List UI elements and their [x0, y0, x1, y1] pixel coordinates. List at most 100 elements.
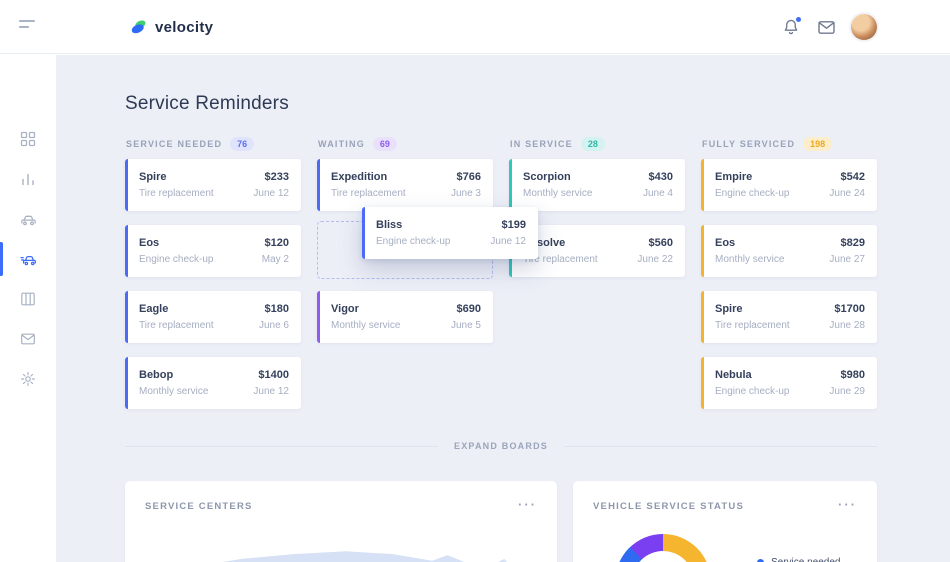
column-label: IN SERVICE — [510, 139, 573, 149]
expand-boards-button[interactable]: EXPAND BOARDS — [454, 441, 548, 451]
menu-toggle-icon[interactable] — [19, 20, 37, 34]
vehicle-name: Eos — [139, 236, 160, 249]
expand-boards-row: EXPAND BOARDS — [125, 441, 878, 451]
service-card[interactable]: Vigor $690 Monthly service June 5 — [317, 291, 493, 343]
column-count-badge: 76 — [230, 137, 255, 151]
notifications-bell-icon[interactable] — [781, 17, 801, 37]
due-date: June 12 — [490, 236, 526, 247]
service-price: $829 — [840, 236, 865, 249]
service-card[interactable]: Spire $233 Tire replacement June 12 — [125, 159, 301, 211]
legend-label: Service needed — [771, 557, 841, 562]
legend-color-dot — [757, 559, 764, 562]
service-type: Engine check-up — [139, 254, 214, 265]
kanban-board: SERVICE NEEDED 76 Spire $233 Tire replac… — [125, 137, 877, 423]
gear-icon — [21, 372, 35, 386]
app-logo[interactable]: velocity — [130, 0, 213, 54]
service-card[interactable]: Spire $1700 Tire replacement June 28 — [701, 291, 877, 343]
service-card[interactable]: Empire $542 Engine check-up June 24 — [701, 159, 877, 211]
usa-map-graphic — [223, 551, 507, 562]
column-fully-serviced: FULLY SERVICED 198 Empire $542 Engine ch… — [701, 137, 877, 423]
panel-title: VEHICLE SERVICE STATUS — [593, 501, 744, 512]
service-price: $120 — [264, 236, 289, 249]
column-service-needed: SERVICE NEEDED 76 Spire $233 Tire replac… — [125, 137, 301, 423]
vehicle-name: Scorpion — [523, 170, 571, 183]
service-type: Tire replacement — [139, 320, 214, 331]
service-type: Engine check-up — [376, 236, 451, 247]
service-price: $233 — [264, 170, 289, 183]
service-price: $560 — [648, 236, 673, 249]
service-card[interactable]: Bebop $1400 Monthly service June 12 — [125, 357, 301, 409]
service-card[interactable]: Nebula $980 Engine check-up June 29 — [701, 357, 877, 409]
sidebar-item-dashboard[interactable] — [0, 119, 56, 159]
service-card[interactable]: Eos $120 Engine check-up May 2 — [125, 225, 301, 277]
sidebar-item-analytics[interactable] — [0, 159, 56, 199]
service-card[interactable]: Expedition $766 Tire replacement June 3 — [317, 159, 493, 211]
car-service-icon — [19, 255, 36, 265]
due-date: June 5 — [450, 320, 481, 331]
vehicle-name: Eagle — [139, 302, 169, 315]
vehicle-name: Bebop — [139, 368, 174, 381]
service-type: Tire replacement — [715, 320, 790, 331]
column-count-badge: 198 — [803, 137, 833, 151]
vehicle-name: Spire — [139, 170, 167, 183]
service-type: Monthly service — [331, 320, 401, 331]
active-indicator — [0, 242, 3, 276]
service-type: Monthly service — [715, 254, 785, 265]
vehicle-name: Bliss — [376, 218, 403, 231]
grid-icon — [20, 131, 36, 147]
panel-title: SERVICE CENTERS — [145, 501, 253, 512]
divider-line — [125, 445, 439, 447]
dragging-service-card[interactable]: Bliss $199 Engine check-up June 12 — [362, 207, 538, 259]
due-date: June 6 — [258, 320, 289, 331]
service-type: Tire replacement — [523, 254, 598, 265]
sidebar-item-messages[interactable] — [0, 319, 56, 359]
service-type: Tire replacement — [139, 188, 214, 199]
kanban-columns-icon — [21, 292, 35, 306]
service-price: $980 — [840, 368, 865, 381]
due-date: June 12 — [253, 188, 289, 199]
logo-text: velocity — [155, 18, 214, 36]
vehicle-name: Expedition — [331, 170, 388, 183]
notification-dot — [796, 17, 801, 22]
service-price: $766 — [456, 170, 481, 183]
sidebar-item-vehicles[interactable] — [0, 199, 56, 239]
service-price: $199 — [501, 218, 526, 231]
service-card[interactable]: Eos $829 Monthly service June 27 — [701, 225, 877, 277]
service-card[interactable]: Eagle $180 Tire replacement June 6 — [125, 291, 301, 343]
due-date: May 2 — [261, 254, 289, 265]
panel-menu-button[interactable]: ··· — [518, 497, 537, 512]
service-price: $542 — [840, 170, 865, 183]
due-date: June 4 — [642, 188, 673, 199]
service-type: Tire replacement — [331, 188, 406, 199]
due-date: June 29 — [829, 386, 865, 397]
sidebar-item-settings[interactable] — [0, 359, 56, 399]
service-price: $430 — [648, 170, 673, 183]
sidebar-item-service-reminders[interactable] — [0, 239, 56, 279]
due-date: June 24 — [829, 188, 865, 199]
vehicle-name: Vigor — [331, 302, 359, 315]
column-label: SERVICE NEEDED — [126, 139, 223, 149]
vehicle-service-status-panel: VEHICLE SERVICE STATUS ··· Service neede… — [573, 481, 877, 562]
messages-envelope-icon[interactable] — [816, 17, 836, 37]
main-content: Service Reminders SERVICE NEEDED 76 Spir… — [56, 55, 950, 562]
car-icon — [20, 215, 36, 225]
logo-icon — [131, 20, 146, 34]
service-price: $180 — [264, 302, 289, 315]
vehicle-name: Resolve — [523, 236, 566, 249]
sidebar-item-boards[interactable] — [0, 279, 56, 319]
legend-item: Service needed — [757, 557, 841, 562]
due-date: June 28 — [829, 320, 865, 331]
service-type: Engine check-up — [715, 386, 790, 397]
service-centers-panel: SERVICE CENTERS ··· — [125, 481, 557, 562]
column-label: FULLY SERVICED — [702, 139, 796, 149]
service-type: Engine check-up — [715, 188, 790, 199]
service-card[interactable]: Scorpion $430 Monthly service June 4 — [509, 159, 685, 211]
panel-menu-button[interactable]: ··· — [838, 497, 857, 512]
service-price: $1400 — [258, 368, 289, 381]
user-avatar[interactable] — [851, 14, 877, 40]
sidebar — [0, 55, 56, 562]
due-date: June 3 — [450, 188, 481, 199]
vehicle-name: Eos — [715, 236, 736, 249]
column-count-badge: 28 — [580, 137, 605, 151]
